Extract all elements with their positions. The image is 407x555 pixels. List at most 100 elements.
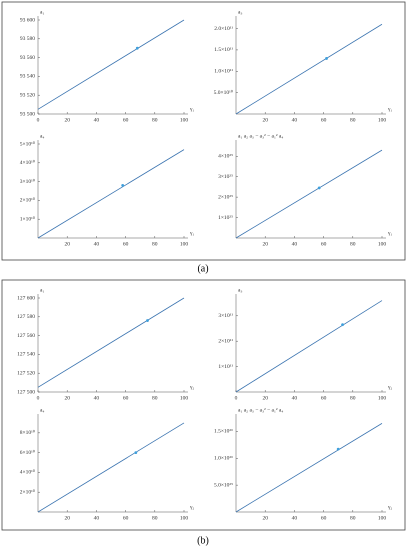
y-tick-label: 93 560 [20, 55, 35, 61]
y-tick-label: 1.5×10²⁶ [214, 429, 233, 435]
y-axis-label: a₄ [40, 407, 44, 413]
y-axis-label: a₃ [238, 287, 242, 293]
y-tick-label: 93 540 [20, 74, 35, 80]
y-axis-label: a₃ [238, 9, 242, 15]
y-tick-label: 1.5×10¹¹ [214, 47, 233, 53]
y-tick-label: 127 560 [17, 333, 35, 339]
y-axis-label: a₁ a₂ a₃ − a₃² − a₁² a₄ [238, 407, 283, 413]
data-line [235, 149, 383, 239]
x-tick-label: 60 [321, 117, 327, 123]
y-tick-label: 1.0×10¹¹ [214, 69, 233, 75]
data-line [37, 149, 185, 239]
x-tick-label: 100 [378, 395, 387, 401]
x-axis-label: γ₂ [189, 504, 194, 510]
data-line [37, 422, 185, 513]
panel-label: (a) [197, 263, 208, 274]
x-tick-label: 80 [152, 515, 158, 521]
x-tick-label: 20 [64, 515, 70, 521]
x-tick-label: 80 [152, 241, 158, 247]
x-tick-label: 20 [262, 117, 268, 123]
x-tick-label: 100 [378, 117, 387, 123]
x-tick-label: 40 [292, 241, 298, 247]
x-tick-label: 40 [94, 515, 100, 521]
x-tick-label: 20 [262, 241, 268, 247]
y-tick-label: 1.0×10²⁶ [214, 456, 233, 462]
data-point [325, 57, 328, 60]
y-tick-label: 127 520 [17, 370, 35, 376]
y-tick-label: 6×10¹⁰ [20, 449, 36, 456]
y-tick-label: 93 580 [20, 36, 35, 42]
y-tick-label: 127 540 [17, 352, 35, 358]
x-tick-label: 100 [378, 515, 387, 521]
data-point [317, 186, 321, 190]
x-tick-label: 40 [292, 395, 298, 401]
y-tick-label: 2×10¹⁰ [20, 488, 36, 495]
x-tick-label: 20 [64, 241, 70, 247]
y-tick-label: 127 600 [17, 295, 35, 301]
y-tick-label: 4×10¹⁰ [20, 159, 36, 166]
x-tick-label: 20 [64, 395, 70, 401]
x-tick-label: 60 [321, 515, 327, 521]
x-axis-label: γ₁ [189, 230, 194, 236]
x-axis-label: γ₁ [189, 106, 194, 112]
y-tick-label: 5×10¹⁰ [20, 140, 36, 147]
x-tick-label: 60 [123, 395, 129, 401]
x-tick-label: 40 [94, 241, 100, 247]
y-axis-label: a₁ a₂ a₃ − a₃² − a₁² a₄ [238, 133, 283, 139]
data-line [235, 300, 383, 393]
x-axis-label: γ₂ [189, 384, 194, 390]
x-axis-label: γ₁ [387, 230, 392, 236]
y-tick-label: 2×10¹¹ [218, 338, 233, 344]
x-tick-label: 0 [37, 117, 40, 123]
y-tick-label: 3×10¹⁰ [20, 178, 36, 185]
x-tick-label: 100 [180, 117, 189, 123]
x-tick-label: 80 [152, 117, 158, 123]
x-tick-label: 100 [378, 241, 387, 247]
y-tick-label: 1×10¹¹ [218, 364, 233, 370]
x-tick-label: 0 [37, 395, 40, 401]
y-tick-label: 93 600 [20, 17, 35, 23]
x-tick-label: 60 [123, 117, 129, 123]
y-tick-label: 8×10¹⁰ [20, 429, 36, 436]
y-tick-label: 2.0×10¹¹ [214, 26, 233, 32]
panel-label: (b) [197, 535, 209, 546]
x-tick-label: 20 [64, 117, 70, 123]
x-tick-label: 80 [350, 395, 356, 401]
y-tick-label: 127 500 [17, 389, 35, 395]
y-tick-label: 1×10²⁵ [218, 215, 233, 221]
y-tick-label: 4×10²⁵ [218, 154, 233, 160]
y-axis-label: a₁ [40, 9, 44, 15]
x-tick-label: 40 [94, 395, 100, 401]
x-tick-label: 80 [152, 395, 158, 401]
data-point [121, 183, 125, 187]
x-tick-label: 40 [292, 515, 298, 521]
x-tick-label: 40 [94, 117, 100, 123]
x-tick-label: 60 [321, 241, 327, 247]
x-tick-label: 20 [262, 395, 268, 401]
x-tick-label: 20 [262, 515, 268, 521]
data-point [146, 319, 149, 322]
panel-frame [1, 1, 406, 261]
y-axis-label: a₄ [40, 133, 44, 139]
data-point [134, 451, 138, 455]
y-tick-label: 5.0×10¹⁰ [214, 89, 234, 96]
x-axis-label: γ₂ [387, 384, 392, 390]
data-point [336, 447, 340, 451]
x-tick-label: 100 [180, 395, 189, 401]
x-tick-label: 0 [235, 395, 238, 401]
data-line [37, 19, 185, 110]
x-tick-label: 60 [123, 241, 129, 247]
data-line [235, 23, 383, 115]
x-tick-label: 60 [321, 395, 327, 401]
y-tick-label: 2×10²⁵ [218, 194, 233, 200]
y-axis-label: a₁ [40, 287, 44, 293]
y-tick-label: 93 520 [20, 92, 35, 98]
y-tick-label: 1×10¹⁰ [20, 215, 36, 222]
x-tick-label: 80 [350, 241, 356, 247]
y-tick-label: 3×10¹¹ [218, 313, 233, 319]
y-tick-label: 127 580 [17, 314, 35, 320]
data-point [135, 46, 139, 50]
x-tick-label: 80 [350, 515, 356, 521]
panel-frame [1, 279, 406, 531]
